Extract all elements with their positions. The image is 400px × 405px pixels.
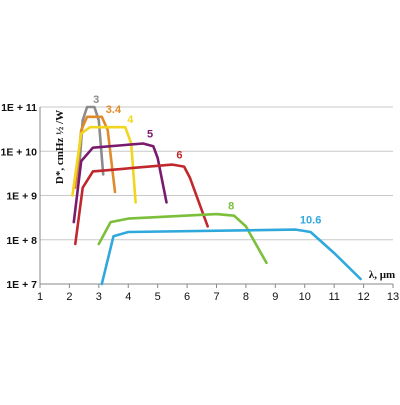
x-tick-label: 7 xyxy=(213,291,219,303)
x-tick-label: 10 xyxy=(299,291,311,303)
x-tick-label: 12 xyxy=(357,291,369,303)
series-layer xyxy=(71,105,362,286)
series-label-4: 4 xyxy=(127,114,134,126)
label-layer: D*, cmHz ½ /W λ, µm 3 3.4 4 5 6 8 10.6 xyxy=(54,94,395,281)
series-label-3-4: 3.4 xyxy=(106,104,122,116)
y-tick-label: 1E + 9 xyxy=(6,191,37,203)
x-tick-label: 9 xyxy=(272,291,278,303)
x-tick-label: 11 xyxy=(328,291,339,303)
x-axis-label: λ, µm xyxy=(369,269,395,281)
y-tick-label: 1E + 8 xyxy=(6,235,37,247)
x-tick-label: 6 xyxy=(184,291,190,303)
x-tick-label: 8 xyxy=(243,291,249,303)
grid-layer xyxy=(40,106,393,241)
x-tick-label: 3 xyxy=(96,291,102,303)
series-line-8 xyxy=(97,212,268,265)
series-line-10-6 xyxy=(100,228,362,286)
y-axis-label: D*, cmHz ½ /W xyxy=(54,110,66,184)
series-label-3: 3 xyxy=(93,94,99,106)
y-tick-label: 1E + 10 xyxy=(1,146,38,158)
series-label-5: 5 xyxy=(147,128,153,140)
x-tick-label: 2 xyxy=(66,291,72,303)
series-label-6: 6 xyxy=(176,150,182,162)
x-tick-label: 5 xyxy=(155,291,161,303)
x-tick-label: 4 xyxy=(125,291,131,303)
x-tick-label: 1 xyxy=(37,291,43,303)
x-tick-label: 13 xyxy=(387,291,399,303)
series-line-5 xyxy=(72,142,168,224)
series-label-8: 8 xyxy=(228,201,234,213)
y-tick-label: 1E + 7 xyxy=(6,279,37,291)
series-line-4 xyxy=(71,125,137,204)
series-label-10-6: 10.6 xyxy=(300,215,321,227)
y-tick-label: 1E + 11 xyxy=(1,102,37,114)
series-line-6 xyxy=(74,163,209,246)
